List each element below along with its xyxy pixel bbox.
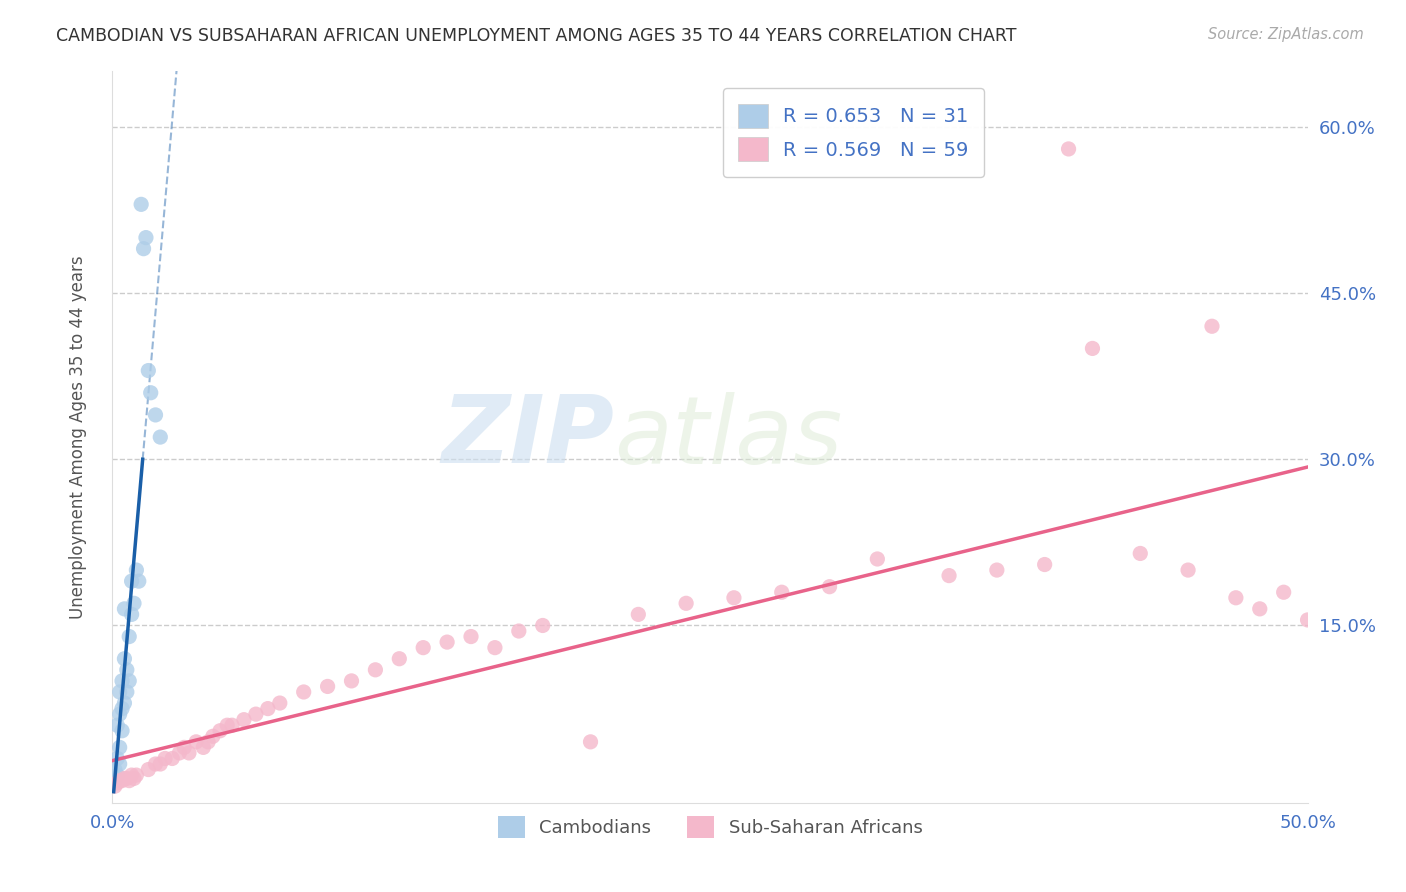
Point (1272, 585, 1295, 599)
Point (129, 197, 152, 211)
Point (269, 696, 291, 710)
Point (125, 563, 148, 577)
Point (1296, 613, 1319, 627)
Point (1225, 591, 1247, 605)
Point (104, 773, 127, 788)
Point (723, 591, 745, 605)
Point (412, 640, 434, 655)
Point (209, 723, 232, 738)
Point (1081, 342, 1104, 356)
Point (866, 552, 889, 566)
Point (138, 363, 160, 377)
Point (1249, 602, 1271, 616)
Point (114, 772, 135, 786)
Point (111, 673, 134, 688)
Point (193, 740, 215, 755)
Legend: Cambodians, Sub-Saharan Africans: Cambodians, Sub-Saharan Africans (491, 808, 929, 845)
Point (108, 757, 131, 772)
Point (217, 718, 239, 732)
Point (1033, 558, 1056, 572)
Point (105, 751, 128, 765)
Point (145, 408, 167, 422)
Point (1129, 546, 1152, 560)
Point (364, 663, 387, 677)
Point (257, 701, 280, 715)
Point (149, 757, 172, 772)
Point (114, 651, 135, 665)
Point (138, 763, 160, 777)
Point (169, 746, 191, 760)
Point (579, 735, 602, 749)
Point (104, 763, 127, 777)
Point (122, 596, 145, 610)
Point (162, 751, 183, 765)
Point (460, 630, 482, 644)
Point (105, 776, 128, 790)
Text: Source: ZipAtlas.com: Source: ZipAtlas.com (1208, 27, 1364, 42)
Point (128, 574, 150, 589)
Point (197, 735, 219, 749)
Point (111, 701, 134, 715)
Point (122, 772, 145, 786)
Point (132, 242, 155, 256)
Point (153, 751, 176, 765)
Point (436, 635, 458, 649)
Point (186, 735, 208, 749)
Point (770, 585, 793, 599)
Point (233, 713, 256, 727)
Point (986, 563, 1008, 577)
Point (627, 607, 650, 622)
Point (938, 568, 960, 582)
Text: ZIP: ZIP (441, 391, 614, 483)
Point (115, 685, 138, 699)
Point (145, 757, 167, 772)
Text: atlas: atlas (614, 392, 842, 483)
Point (201, 729, 224, 743)
Point (105, 768, 128, 782)
Point (111, 773, 134, 788)
Point (111, 723, 134, 738)
Point (292, 685, 315, 699)
Point (508, 624, 530, 638)
Point (105, 718, 128, 732)
Point (173, 740, 195, 755)
Point (121, 574, 143, 589)
Point (221, 718, 243, 732)
Point (818, 580, 841, 594)
Point (316, 680, 339, 694)
Text: CAMBODIAN VS SUBSAHARAN AFRICAN UNEMPLOYMENT AMONG AGES 35 TO 44 YEARS CORRELATI: CAMBODIAN VS SUBSAHARAN AFRICAN UNEMPLOY… (56, 27, 1017, 45)
Point (118, 673, 141, 688)
Y-axis label: Unemployment Among Ages 35 to 44 years: Unemployment Among Ages 35 to 44 years (69, 255, 87, 619)
Point (115, 772, 138, 786)
Point (245, 707, 267, 722)
Point (675, 596, 697, 610)
Point (1057, 142, 1080, 156)
Point (1201, 319, 1223, 334)
Point (118, 630, 141, 644)
Point (139, 385, 162, 400)
Point (135, 230, 157, 244)
Point (121, 768, 143, 782)
Point (108, 740, 131, 755)
Point (388, 651, 411, 665)
Point (149, 430, 172, 444)
Point (531, 618, 554, 632)
Point (114, 602, 135, 616)
Point (115, 663, 138, 677)
Point (484, 640, 506, 655)
Point (108, 707, 131, 722)
Point (118, 773, 141, 788)
Point (108, 685, 131, 699)
Point (104, 779, 127, 793)
Point (1177, 563, 1199, 577)
Point (340, 673, 363, 688)
Point (177, 746, 200, 760)
Point (114, 696, 135, 710)
Point (125, 768, 148, 782)
Point (121, 607, 143, 622)
Point (108, 773, 131, 788)
